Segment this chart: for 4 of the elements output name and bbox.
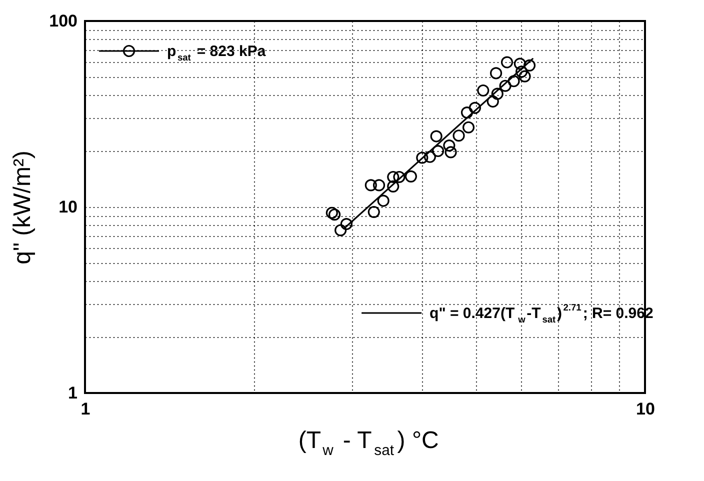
y-axis-title: q" (kW/m²) — [9, 150, 36, 264]
y-tick-label: 10 — [58, 198, 78, 216]
y-tick-label: 100 — [49, 12, 78, 30]
y-tick-label: 1 — [68, 384, 78, 402]
